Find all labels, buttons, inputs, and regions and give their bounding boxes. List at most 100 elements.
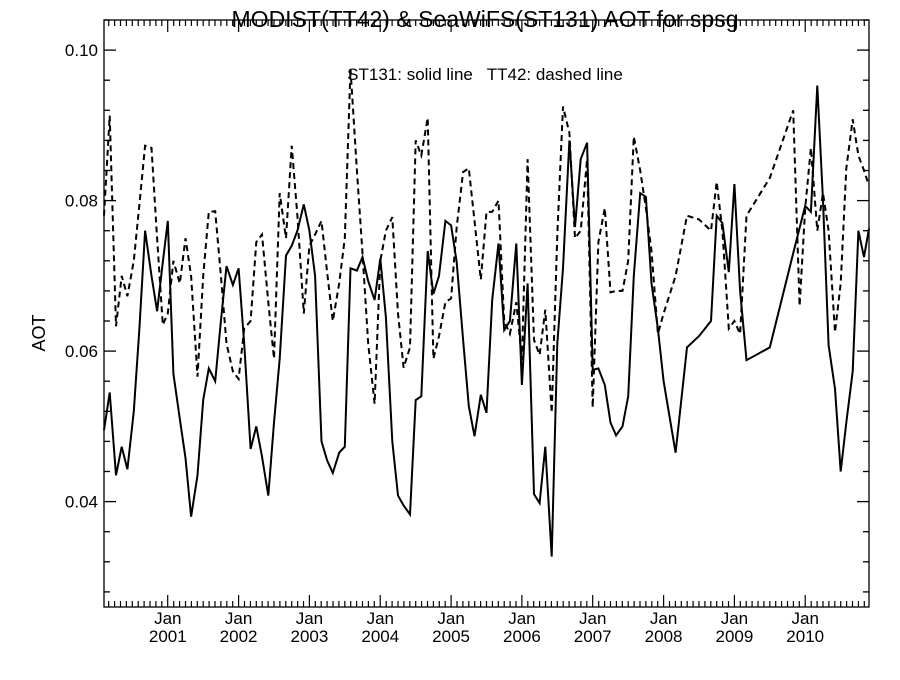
data-point-tt42-14 bbox=[185, 237, 187, 239]
data-point-tt42-41 bbox=[344, 237, 346, 239]
data-point-st131-37 bbox=[321, 441, 323, 443]
chart-title: MODIST(TT42) & SeaWiFS(ST131) AOT for sp… bbox=[232, 6, 739, 32]
data-point-tt42-9 bbox=[156, 237, 158, 239]
data-point-tt42-63 bbox=[474, 220, 476, 222]
data-point-st131-17 bbox=[202, 399, 204, 401]
data-point-st131-27 bbox=[261, 456, 263, 458]
data-point-st131-69 bbox=[509, 320, 511, 322]
data-point-st131-52 bbox=[409, 514, 411, 516]
data-point-tt42-38 bbox=[326, 271, 328, 273]
data-point-tt42-6 bbox=[139, 204, 141, 206]
data-point-st131-93 bbox=[651, 283, 653, 285]
data-point-tt42-18 bbox=[208, 211, 210, 213]
data-point-st131-117 bbox=[858, 230, 860, 232]
data-point-st131-19 bbox=[214, 380, 216, 382]
data-point-tt42-50 bbox=[397, 313, 399, 315]
data-point-tt42-87 bbox=[615, 290, 617, 292]
y-tick-label: 0.08 bbox=[65, 192, 98, 211]
data-point-st131-15 bbox=[190, 516, 192, 518]
data-point-tt42-92 bbox=[645, 207, 647, 209]
data-point-st131-106 bbox=[769, 347, 771, 349]
data-point-tt42-75 bbox=[545, 309, 547, 311]
data-point-tt42-88 bbox=[622, 290, 624, 292]
data-point-tt42-59 bbox=[450, 298, 452, 300]
data-point-st131-32 bbox=[291, 245, 293, 247]
data-point-tt42-114 bbox=[834, 332, 836, 334]
data-point-st131-22 bbox=[232, 284, 234, 286]
series-line-st131 bbox=[103, 85, 870, 557]
data-point-st131-65 bbox=[486, 412, 488, 414]
x-tick-label-year: 2010 bbox=[786, 627, 824, 646]
data-point-st131-118 bbox=[863, 256, 865, 258]
data-point-tt42-31 bbox=[285, 237, 287, 239]
data-point-st131-10 bbox=[162, 262, 164, 264]
data-point-st131-33 bbox=[297, 230, 299, 232]
axes: 0.040.060.080.10Jan2001Jan2002Jan2003Jan… bbox=[65, 19, 869, 646]
data-point-tt42-116 bbox=[846, 168, 848, 170]
data-point-st131-96 bbox=[675, 452, 677, 454]
data-point-tt42-68 bbox=[503, 320, 505, 322]
data-point-st131-77 bbox=[557, 343, 559, 345]
data-point-st131-57 bbox=[438, 275, 440, 277]
y-axis-label: AOT bbox=[29, 314, 49, 351]
data-point-tt42-58 bbox=[445, 301, 447, 303]
data-point-st131-63 bbox=[474, 435, 476, 437]
data-point-tt42-78 bbox=[562, 106, 564, 108]
data-point-st131-98 bbox=[698, 335, 700, 337]
data-point-tt42-98 bbox=[698, 219, 700, 221]
data-point-tt42-45 bbox=[367, 343, 369, 345]
data-point-st131-86 bbox=[610, 422, 612, 424]
x-tick-label-month: Jan bbox=[437, 609, 464, 628]
data-point-tt42-7 bbox=[144, 145, 146, 147]
data-point-tt42-49 bbox=[392, 216, 394, 218]
data-point-tt42-72 bbox=[527, 158, 529, 160]
data-point-tt42-42 bbox=[350, 68, 352, 70]
data-point-tt42-107 bbox=[792, 110, 794, 112]
data-point-tt42-85 bbox=[604, 207, 606, 209]
x-tick-label-month: Jan bbox=[650, 609, 677, 628]
data-point-st131-84 bbox=[598, 368, 600, 370]
data-point-st131-21 bbox=[226, 265, 228, 267]
data-point-tt42-93 bbox=[651, 250, 653, 252]
data-point-st131-43 bbox=[356, 270, 358, 272]
data-point-tt42-86 bbox=[610, 292, 612, 294]
data-point-tt42-21 bbox=[226, 343, 228, 345]
data-point-st131-8 bbox=[151, 275, 153, 277]
data-point-tt42-100 bbox=[716, 181, 718, 183]
data-point-st131-54 bbox=[421, 396, 423, 398]
data-point-st131-89 bbox=[627, 396, 629, 398]
data-point-st131-112 bbox=[828, 344, 830, 346]
data-point-tt42-103 bbox=[734, 320, 736, 322]
data-point-tt42-79 bbox=[569, 132, 571, 134]
data-point-st131-1 bbox=[109, 392, 111, 394]
data-point-tt42-27 bbox=[261, 234, 263, 236]
data-point-st131-64 bbox=[480, 394, 482, 396]
data-point-st131-5 bbox=[133, 411, 135, 413]
data-point-tt42-23 bbox=[238, 378, 240, 380]
data-point-st131-9 bbox=[156, 310, 158, 312]
data-point-st131-39 bbox=[332, 472, 334, 474]
data-point-tt42-110 bbox=[810, 147, 812, 149]
data-point-tt42-105 bbox=[746, 215, 748, 217]
data-point-st131-71 bbox=[521, 384, 523, 386]
data-point-st131-85 bbox=[604, 384, 606, 386]
x-tick-label-year: 2003 bbox=[290, 627, 328, 646]
data-point-tt42-34 bbox=[303, 313, 305, 315]
data-point-st131-104 bbox=[739, 290, 741, 292]
data-point-st131-30 bbox=[279, 358, 281, 360]
data-point-tt42-13 bbox=[179, 283, 181, 285]
data-point-st131-23 bbox=[238, 268, 240, 270]
data-point-st131-12 bbox=[173, 373, 175, 375]
x-tick-label-year: 2006 bbox=[503, 627, 541, 646]
data-point-tt42-106 bbox=[769, 177, 771, 179]
legend-annotation: ST131: solid line TT42: dashed line bbox=[347, 65, 623, 84]
data-point-st131-55 bbox=[427, 250, 429, 252]
y-tick-label: 0.06 bbox=[65, 342, 98, 361]
data-point-tt42-115 bbox=[840, 283, 842, 285]
data-point-tt42-62 bbox=[468, 168, 470, 170]
data-point-tt42-10 bbox=[162, 324, 164, 326]
data-point-tt42-60 bbox=[456, 226, 458, 228]
data-point-st131-28 bbox=[268, 495, 270, 497]
data-point-tt42-74 bbox=[539, 354, 541, 356]
data-point-st131-40 bbox=[338, 452, 340, 454]
